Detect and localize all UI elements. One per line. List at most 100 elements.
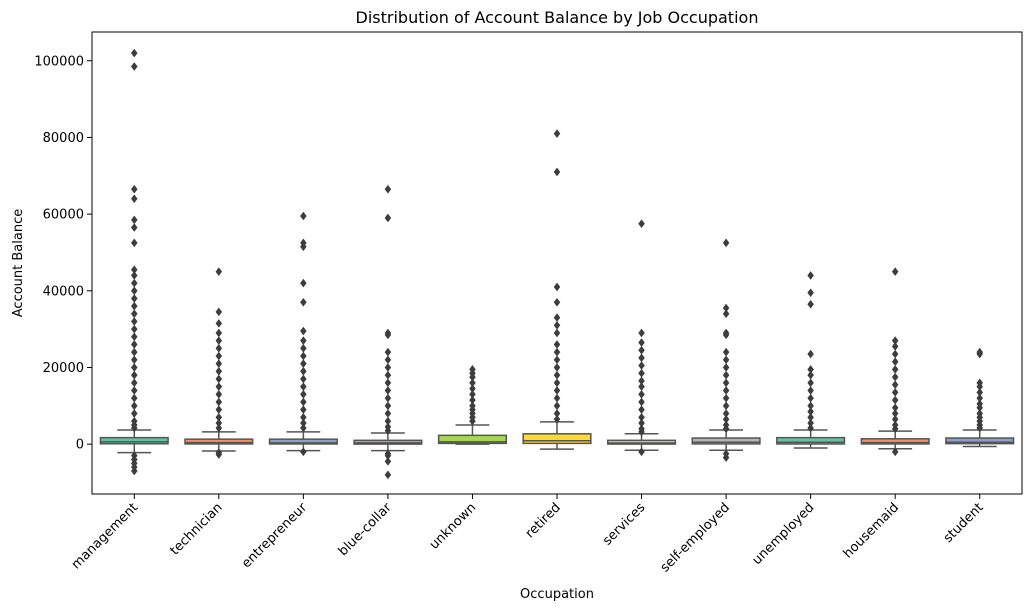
outlier-point	[891, 357, 899, 367]
outlier-point	[215, 397, 223, 407]
box-technician	[184, 438, 254, 445]
x-tick-label: retired	[523, 500, 564, 541]
outlier-point	[300, 343, 307, 353]
outlier-point	[215, 328, 223, 338]
outlier-point	[130, 301, 138, 311]
outlier-point	[215, 359, 223, 369]
outlier-point	[553, 297, 561, 307]
outlier-point	[638, 397, 645, 407]
x-tick-label: self-employed	[658, 500, 733, 575]
outlier-point	[300, 389, 307, 399]
outlier-point	[807, 393, 814, 403]
outlier-point	[300, 351, 307, 361]
outlier-point	[807, 271, 814, 280]
outlier-point	[384, 347, 392, 357]
outlier-point	[469, 416, 476, 426]
outlier-point	[130, 363, 138, 372]
outlier-point	[300, 242, 307, 252]
y-tick-label: 100000	[34, 54, 84, 69]
outlier-point	[384, 426, 392, 436]
outlier-point	[553, 378, 561, 388]
outlier-point	[130, 238, 138, 248]
outlier-point	[130, 340, 138, 349]
outlier-point	[384, 456, 392, 466]
outlier-point	[384, 401, 392, 411]
outlier-point	[130, 409, 138, 418]
y-tick-label: 0	[76, 438, 84, 453]
outlier-point	[807, 288, 814, 298]
outlier-point	[807, 370, 814, 380]
y-tick-label: 60000	[43, 208, 84, 223]
outlier-point	[130, 378, 138, 388]
outlier-point	[384, 330, 392, 340]
outlier-point	[553, 328, 561, 338]
outlier-point	[215, 366, 223, 376]
outlier-point	[722, 238, 730, 248]
outlier-point	[300, 405, 307, 415]
outlier-point	[215, 343, 223, 353]
box-student	[945, 437, 1015, 445]
outlier-point	[130, 271, 138, 280]
outlier-point	[384, 470, 392, 480]
outlier-point	[215, 336, 223, 346]
outlier-point	[553, 370, 561, 380]
outlier-point	[130, 324, 138, 334]
outlier-point	[553, 320, 561, 330]
outlier-point	[722, 370, 730, 380]
outlier-point	[300, 423, 307, 433]
outlier-point	[215, 307, 223, 317]
x-axis-label: Occupation	[520, 587, 594, 602]
outlier-point	[807, 299, 814, 309]
outlier-point	[553, 347, 561, 357]
outlier-point	[638, 219, 645, 229]
outlier-point	[722, 386, 730, 395]
outlier-point	[553, 129, 561, 139]
outlier-point	[891, 395, 899, 405]
outlier-point	[638, 338, 645, 347]
outlier-point	[722, 309, 730, 319]
outlier-point	[130, 393, 138, 403]
outlier-point	[130, 317, 138, 326]
outlier-point	[891, 341, 899, 351]
outlier-point	[130, 184, 138, 194]
outlier-point	[807, 378, 814, 388]
outlier-point	[130, 423, 138, 433]
outlier-point	[130, 62, 138, 71]
outlier-point	[300, 326, 307, 336]
outlier-point	[891, 380, 899, 390]
outlier-point	[384, 355, 392, 365]
outlier-point	[384, 363, 392, 372]
outlier-point	[553, 355, 561, 365]
outlier-point	[215, 267, 223, 277]
outlier-point	[722, 378, 730, 388]
box-unemployed	[776, 436, 846, 445]
outlier-point	[130, 194, 138, 204]
outlier-point	[638, 353, 645, 363]
outlier-point	[215, 389, 223, 399]
outlier-point	[130, 215, 138, 225]
outlier-point	[638, 368, 645, 378]
outlier-point	[553, 386, 561, 395]
x-tick-label: unknown	[427, 500, 479, 552]
outlier-point	[215, 423, 223, 433]
x-tick-label: student	[941, 500, 987, 546]
outlier-point	[130, 309, 138, 319]
outlier-point	[300, 366, 307, 376]
outlier-point	[130, 401, 138, 411]
outlier-point	[553, 414, 561, 424]
outlier-point	[553, 340, 561, 349]
box-unknown	[437, 434, 508, 445]
outlier-point	[300, 297, 307, 307]
outlier-point	[300, 336, 307, 346]
x-tick-label: housemaid	[841, 500, 902, 561]
outlier-point	[891, 364, 899, 374]
outlier-point	[891, 424, 899, 434]
outlier-point	[891, 267, 899, 277]
outlier-point	[300, 447, 307, 457]
outlier-point	[638, 345, 645, 355]
outlier-point	[215, 450, 223, 459]
outlier-point	[807, 349, 814, 359]
box-self-employed	[691, 437, 761, 445]
outlier-point	[976, 423, 984, 433]
